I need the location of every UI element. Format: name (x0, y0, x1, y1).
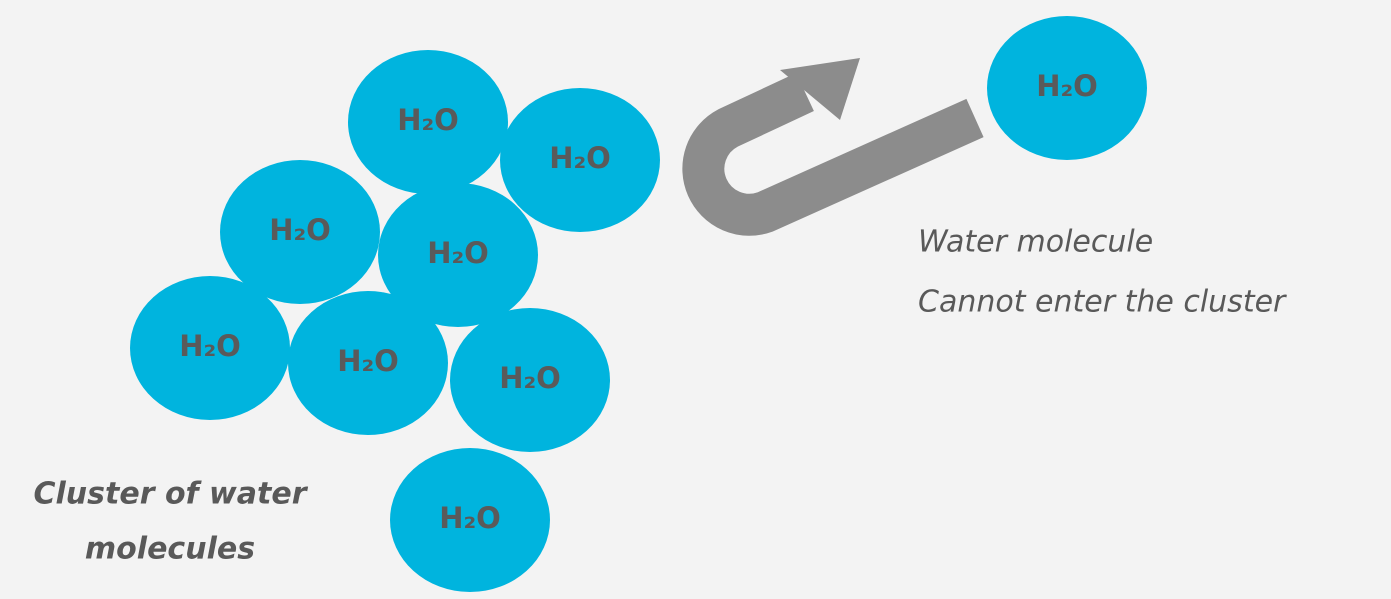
molecule-circle (390, 448, 550, 592)
molecule-label: H₂O (179, 329, 241, 363)
molecule-label: H₂O (427, 236, 489, 270)
molecule-label: H₂O (269, 213, 331, 247)
molecule-circle (987, 16, 1147, 160)
molecule-label: H₂O (337, 344, 399, 378)
molecule: H₂O (500, 88, 660, 232)
molecule: H₂O (987, 16, 1147, 160)
molecule-label: H₂O (549, 141, 611, 175)
molecule: H₂O (378, 183, 538, 327)
molecule: H₂O (288, 291, 448, 435)
molecule: H₂O (450, 308, 610, 452)
molecule-label: H₂O (439, 501, 501, 535)
molecule-circle (378, 183, 538, 327)
arrow-head (780, 58, 860, 120)
single-caption-line: Cannot enter the cluster (918, 285, 1287, 320)
molecule-circle (288, 291, 448, 435)
molecule-circle (450, 308, 610, 452)
u-turn-arrow (682, 58, 984, 236)
cluster-caption-line: Cluster of water (34, 477, 309, 512)
molecule-label: H₂O (499, 361, 561, 395)
molecule-circle (348, 50, 508, 194)
molecule-circle (220, 160, 380, 304)
molecule: H₂O (130, 276, 290, 420)
molecule-circle (500, 88, 660, 232)
molecule-circle (130, 276, 290, 420)
molecule: H₂O (390, 448, 550, 592)
single-caption-line: Water molecule (918, 225, 1153, 260)
molecule: H₂O (220, 160, 380, 304)
arrow-body (682, 72, 984, 236)
molecules: H₂O H₂O H₂O H₂O H₂O H₂O H₂O H₂O H₂O (130, 16, 1147, 592)
molecule: H₂O (348, 50, 508, 194)
molecule-label: H₂O (397, 103, 459, 137)
molecule-label: H₂O (1036, 69, 1098, 103)
cluster-caption-line: molecules (85, 532, 255, 567)
